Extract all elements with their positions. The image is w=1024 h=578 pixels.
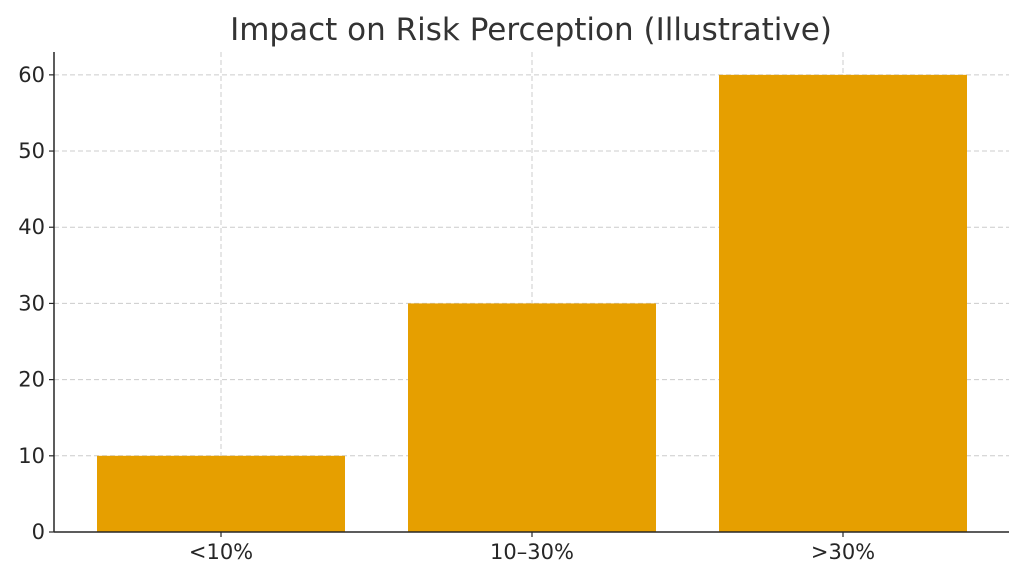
y-tick-label: 0 xyxy=(32,520,45,544)
y-tick-label: 20 xyxy=(18,368,45,392)
bar xyxy=(97,455,345,532)
bar xyxy=(408,303,656,532)
y-tick-label: 60 xyxy=(18,63,45,87)
y-axis-ticks: 0 10 20 30 40 50 60 xyxy=(18,63,54,544)
x-tick-label: <10% xyxy=(189,540,253,564)
y-tick-label: 40 xyxy=(18,215,45,239)
bar xyxy=(719,74,967,532)
y-tick-label: 10 xyxy=(18,444,45,468)
y-tick-label: 50 xyxy=(18,139,45,163)
x-axis-ticks: <10% 10–30% >30% xyxy=(189,532,875,564)
x-tick-label: 10–30% xyxy=(490,540,574,564)
x-tick-label: >30% xyxy=(811,540,875,564)
bars xyxy=(97,74,967,532)
y-tick-label: 30 xyxy=(18,291,45,315)
chart-title: Impact on Risk Perception (Illustrative) xyxy=(230,12,832,48)
